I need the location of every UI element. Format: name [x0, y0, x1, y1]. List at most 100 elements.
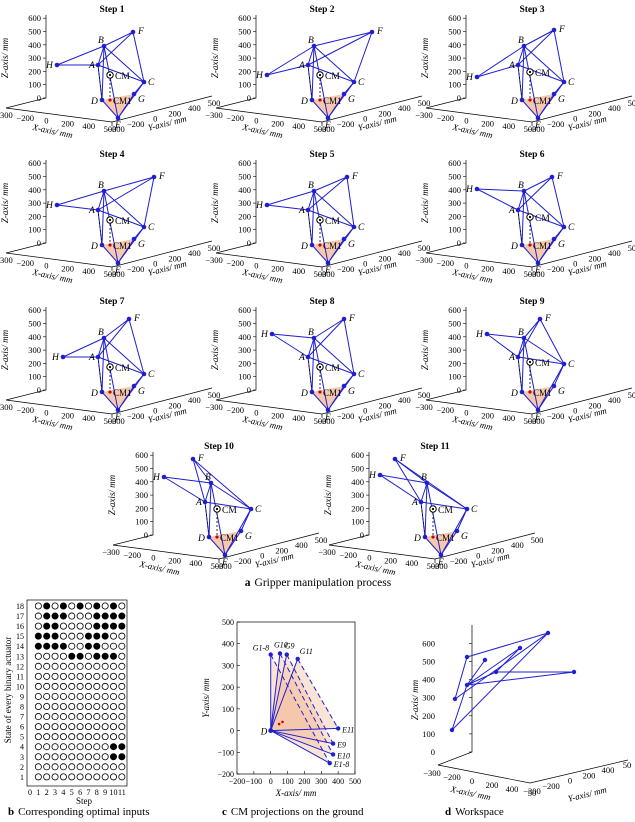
edge-EG	[117, 238, 135, 264]
state-on-dot	[59, 602, 67, 610]
b-y-tick: 3	[20, 753, 24, 762]
state-off-dot	[34, 612, 42, 620]
state-off-dot	[76, 763, 84, 771]
node-D	[519, 242, 525, 248]
edge-EC	[440, 508, 468, 556]
label-A: A	[88, 206, 95, 216]
node-H	[161, 474, 167, 480]
c-node	[330, 752, 336, 757]
edge-FA	[517, 176, 553, 211]
edge-BF	[313, 31, 373, 47]
y-tick-label: 400	[188, 103, 201, 113]
label-C: C	[148, 370, 155, 380]
label-F: F	[133, 314, 140, 324]
label-F: F	[197, 454, 204, 464]
label-E: E	[114, 121, 121, 131]
node-A	[202, 499, 208, 505]
y-tick-label: 0	[260, 551, 264, 561]
edge-FC	[132, 31, 145, 83]
b-x-tick: 2	[45, 788, 49, 797]
state-off-dot	[34, 672, 42, 680]
c-y-tick-label: 500	[222, 618, 234, 627]
x-tick-label: 200	[61, 410, 74, 420]
node-B	[311, 43, 317, 49]
state-off-dot	[43, 652, 51, 660]
edge-DE	[311, 244, 329, 264]
label-A: A	[195, 498, 202, 508]
label-D: D	[90, 97, 98, 107]
edge-FA	[97, 31, 134, 66]
edge-AB	[517, 337, 525, 358]
state-off-dot	[93, 662, 101, 670]
z-tick-label: 200	[238, 211, 251, 221]
x-tick-label: 0	[44, 116, 48, 126]
edge-HB	[266, 45, 315, 76]
c-node	[277, 651, 283, 656]
edge-AB	[97, 190, 105, 211]
label-A: A	[298, 206, 305, 216]
state-off-dot	[76, 733, 84, 741]
y-tick-label: 0	[476, 551, 480, 561]
y-tick-label: 200	[378, 400, 391, 410]
x-tick-label: 200	[481, 263, 494, 273]
edge-FA	[192, 458, 206, 503]
edge-DE	[521, 391, 539, 411]
x-tick-label: 400	[189, 558, 202, 568]
y-tick-label: 400	[511, 540, 524, 550]
edge-BE	[523, 190, 539, 264]
state-off-dot	[34, 773, 42, 781]
z-tick-label: 400	[448, 40, 461, 50]
edge-FC	[353, 31, 373, 83]
z-tick-label: 200	[238, 66, 251, 76]
state-off-dot	[68, 703, 76, 711]
edge-DE	[270, 727, 339, 732]
panel-c-frame	[236, 621, 356, 775]
node-A	[418, 499, 424, 505]
c-node	[284, 652, 289, 657]
x-tick-label: 0	[367, 553, 371, 563]
edge-BC	[313, 190, 355, 228]
step-plot: Step 10 0 100 200 300 400 500 600 Z-axis/ mm −300…	[102, 442, 327, 577]
workspace-segment	[466, 671, 575, 686]
edge-BF	[103, 176, 155, 192]
edge-AB	[420, 482, 428, 503]
label-B: B	[518, 328, 524, 338]
node-H	[264, 202, 270, 208]
node-E	[325, 260, 331, 266]
state-off-dot	[68, 642, 76, 650]
edge-AC	[307, 356, 355, 375]
c-label-D: D	[260, 727, 268, 737]
edge-HB	[266, 190, 315, 206]
y-tick-label: −300	[317, 416, 335, 426]
state-off-dot	[59, 672, 67, 680]
edge-DE	[270, 730, 334, 755]
c-y-tick-label: −200	[217, 770, 234, 779]
state-off-dot	[101, 602, 109, 610]
edge-GC	[553, 363, 565, 387]
state-off-dot	[110, 723, 118, 731]
x-tick-label: 500	[314, 124, 327, 134]
edge-AB	[307, 337, 315, 358]
z-tick-label: 200	[135, 503, 148, 513]
label-cm1: CM1	[533, 241, 552, 251]
edge-BD	[101, 190, 105, 246]
label-E: E	[324, 266, 331, 276]
z-tick-label: 300	[28, 53, 41, 63]
state-off-dot	[84, 753, 92, 761]
node-G	[551, 383, 557, 389]
edge-BF	[192, 458, 212, 484]
z-tick-label: 600	[238, 305, 251, 315]
label-G: G	[245, 532, 252, 542]
edge-FA	[97, 318, 130, 358]
b-y-label: State of every binary actuator	[3, 637, 13, 743]
state-on-dot	[59, 612, 67, 620]
d-x-tick-label: 200	[486, 780, 499, 790]
edge-BC	[210, 482, 252, 510]
z-tick-label: 500	[448, 27, 461, 37]
x-tick-label: 500	[104, 269, 117, 279]
label-G: G	[348, 240, 355, 250]
state-off-dot	[118, 723, 126, 731]
x-tick-label: −300	[318, 547, 336, 557]
node-C	[351, 371, 357, 377]
